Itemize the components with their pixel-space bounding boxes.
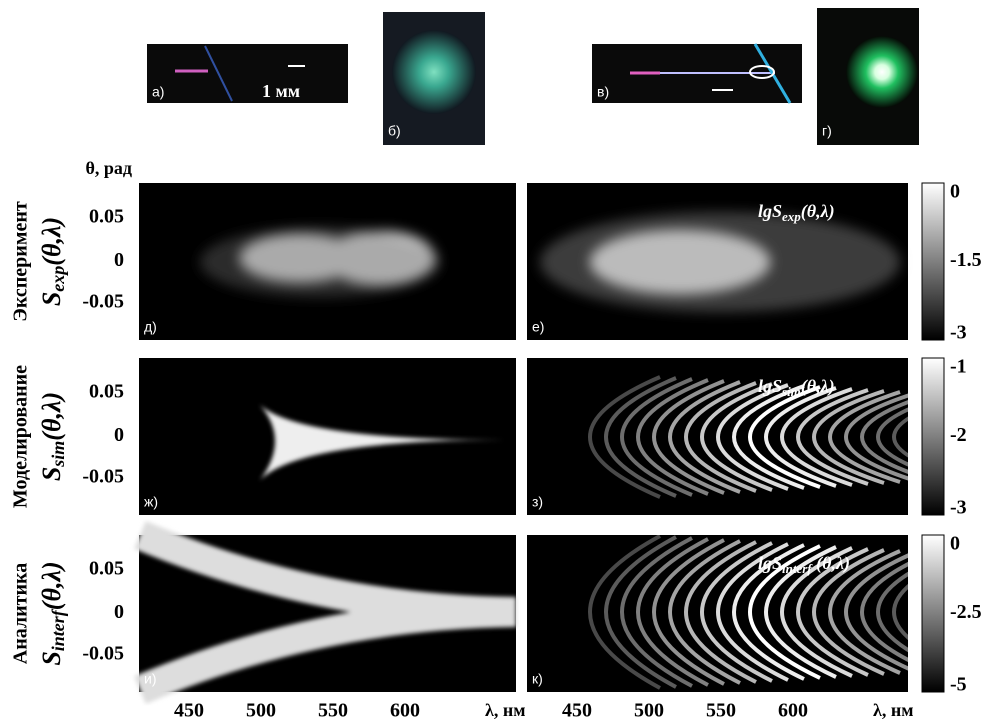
scale-label: 1 мм bbox=[262, 81, 300, 101]
formula-arg: (θ,λ) bbox=[37, 561, 66, 610]
formula-base: lgS bbox=[758, 376, 782, 396]
colorbar-tick-label: -2.5 bbox=[950, 601, 982, 623]
y-tick-label: 0.05 bbox=[89, 206, 124, 228]
x-tick-label: 550 bbox=[318, 700, 348, 722]
formula-sub: exp bbox=[782, 209, 801, 224]
colorbar-tick-label: 0 bbox=[950, 533, 960, 555]
x-axis-title: λ, нм bbox=[873, 700, 913, 720]
formula-sub: interf bbox=[782, 561, 813, 576]
y-tick-label: -0.05 bbox=[82, 643, 124, 665]
formula-base: S bbox=[37, 292, 66, 306]
panel-label: е) bbox=[532, 319, 544, 335]
x-tick-label: 600 bbox=[390, 700, 420, 722]
x-tick-label: 500 bbox=[246, 700, 276, 722]
row-label: Аналитика bbox=[10, 563, 32, 664]
formula-arg: (θ,λ) bbox=[37, 217, 66, 266]
y-tick-label: 0 bbox=[114, 424, 124, 446]
y-tick-label: -0.05 bbox=[82, 466, 124, 488]
formula-sub: interf bbox=[48, 608, 68, 651]
panel-label: к) bbox=[532, 671, 543, 687]
formula-arg: (θ,λ) bbox=[37, 392, 66, 441]
colorbar-tick-label: 0 bbox=[950, 181, 960, 203]
formula-base: lgS bbox=[758, 553, 782, 573]
row-formula: Ssim(θ,λ) bbox=[37, 392, 68, 481]
row-formula: Sinterf(θ,λ) bbox=[37, 561, 68, 665]
x-axis-title: λ, нм bbox=[485, 700, 525, 720]
y-tick-label: 0.05 bbox=[89, 381, 124, 403]
panel-label: г) bbox=[822, 123, 832, 139]
formula-sub: sim bbox=[781, 384, 801, 399]
y-tick-label: 0 bbox=[114, 249, 124, 271]
formula-sub: exp bbox=[48, 266, 68, 292]
colorbar-tick-label: -1 bbox=[950, 356, 967, 378]
formula-arg: (θ,λ) bbox=[801, 376, 835, 397]
row-label: Моделирование bbox=[10, 365, 32, 508]
figure: а) 1 мм б) в) г) θ, рад λ, нм λ, нм Эксп… bbox=[0, 0, 997, 722]
formula-base: S bbox=[37, 467, 66, 481]
panel-label: а) bbox=[152, 84, 164, 100]
y-tick-label: 0 bbox=[114, 601, 124, 623]
row-label: Эксперимент bbox=[10, 201, 32, 322]
fringe bbox=[910, 397, 980, 477]
panel-label: д) bbox=[144, 319, 157, 335]
x-tick-label: 550 bbox=[706, 700, 736, 722]
y-tick-label: 0.05 bbox=[89, 558, 124, 580]
colorbar-tick-label: -3 bbox=[950, 497, 967, 519]
formula-arg: (θ,λ) bbox=[812, 553, 850, 574]
y-axis-title: θ, рад bbox=[85, 158, 132, 178]
x-tick-label: 600 bbox=[778, 700, 808, 722]
panel-label: в) bbox=[597, 84, 609, 100]
formula-base: S bbox=[37, 651, 66, 665]
colorbar-tick-label: -3 bbox=[950, 322, 967, 344]
panel-label: б) bbox=[388, 123, 401, 139]
colorbar-tick-label: -1.5 bbox=[950, 249, 982, 271]
panel-label: з) bbox=[532, 494, 543, 510]
colorbar-tick-label: -2 bbox=[950, 424, 967, 446]
colorbar-tick-label: -5 bbox=[950, 674, 967, 696]
panel-label: и) bbox=[144, 671, 156, 687]
x-tick-label: 500 bbox=[634, 700, 664, 722]
formula-base: lgS bbox=[758, 201, 782, 221]
panels bbox=[139, 8, 996, 692]
row-formula: Sexp(θ,λ) bbox=[37, 217, 68, 306]
formula-sub: sim bbox=[48, 441, 68, 468]
y-tick-label: -0.05 bbox=[82, 291, 124, 313]
panel-label: ж) bbox=[144, 494, 158, 510]
formula-arg: (θ,λ) bbox=[801, 201, 835, 222]
x-tick-label: 450 bbox=[174, 700, 204, 722]
x-tick-label: 450 bbox=[562, 700, 592, 722]
